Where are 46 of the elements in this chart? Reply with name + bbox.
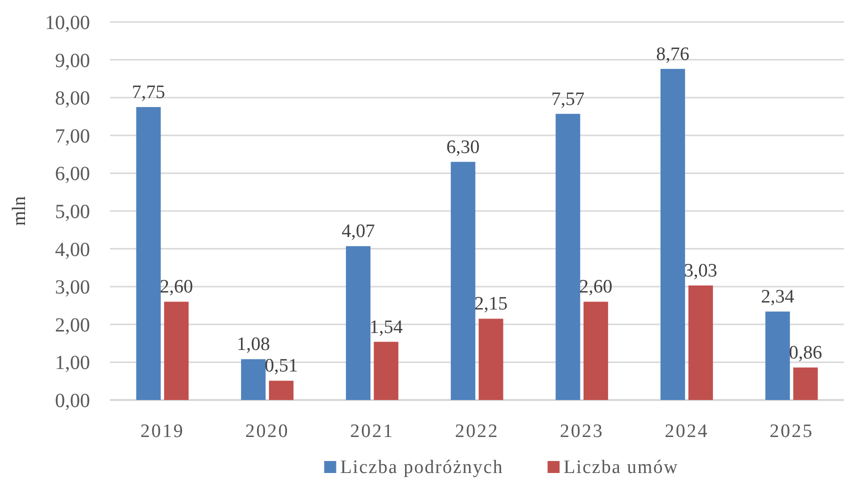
y-axis-title: mln xyxy=(9,196,30,226)
x-tick-label: 2022 xyxy=(455,421,499,442)
bar xyxy=(241,359,266,400)
y-tick-label: 4,00 xyxy=(55,238,90,261)
y-tick-label: 0,00 xyxy=(55,390,90,412)
data-label: 4,07 xyxy=(342,221,375,242)
bar xyxy=(765,312,790,400)
x-tick-label: 2024 xyxy=(664,421,709,442)
y-tick-label: 10,00 xyxy=(45,12,90,34)
bar xyxy=(478,318,504,400)
legend-label: Liczba podróżnych xyxy=(340,457,504,478)
data-label: 7,75 xyxy=(132,82,166,104)
bar xyxy=(793,367,818,400)
bar xyxy=(164,302,189,400)
bar xyxy=(374,342,398,400)
bar xyxy=(660,68,686,400)
legend-label: Liczba umów xyxy=(564,457,679,478)
y-tick-label: 1,00 xyxy=(55,352,90,374)
x-tick-label: 2025 xyxy=(770,421,814,442)
x-tick-label: 2021 xyxy=(350,421,394,442)
y-tick-label: 5,00 xyxy=(55,201,90,223)
data-label: 6,30 xyxy=(446,136,480,158)
bar xyxy=(556,114,580,400)
x-tick-label: 2019 xyxy=(140,421,184,442)
bar xyxy=(584,302,608,400)
data-label: 2,60 xyxy=(579,276,612,298)
bar xyxy=(136,107,161,400)
y-tick-label: 6,00 xyxy=(55,163,90,186)
data-label: 3,03 xyxy=(684,260,718,282)
y-tick-label: 2,00 xyxy=(55,314,90,336)
data-label: 8,76 xyxy=(656,44,690,65)
data-label: 1,54 xyxy=(369,316,404,338)
y-tick-label: 3,00 xyxy=(55,276,90,299)
data-label: 1,08 xyxy=(236,334,270,356)
y-tick-label: 8,00 xyxy=(55,88,90,110)
y-tick-label: 7,00 xyxy=(55,125,90,148)
bar xyxy=(346,246,370,400)
bar xyxy=(450,162,476,400)
data-label: 7,57 xyxy=(551,88,585,110)
y-tick-label: 9,00 xyxy=(55,50,90,72)
x-tick-label: 2020 xyxy=(245,421,290,442)
bar xyxy=(688,285,713,400)
bar xyxy=(268,380,294,400)
data-label: 2,34 xyxy=(761,286,795,308)
data-label: 2,60 xyxy=(160,276,193,298)
x-tick-label: 2023 xyxy=(560,421,604,442)
